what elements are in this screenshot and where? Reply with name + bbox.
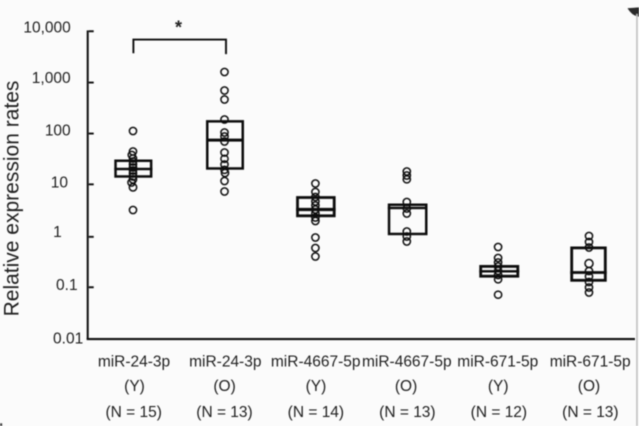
svg-text:(N = 12): (N = 12) [471,404,527,421]
svg-text:(Y): (Y) [306,378,327,395]
svg-text:1,000: 1,000 [32,70,71,87]
svg-text:(Y): (Y) [488,378,509,395]
svg-text:miR-671-5p: miR-671-5p [457,353,538,370]
svg-text:(N = 14): (N = 14) [288,404,344,421]
svg-text:miR-4667-5p: miR-4667-5p [271,353,361,370]
svg-text:(N = 13): (N = 13) [196,404,252,421]
svg-text:(Y): (Y) [124,378,145,395]
svg-text:1: 1 [53,224,62,241]
svg-text:(N = 13): (N = 13) [562,404,618,421]
svg-text:miR-24-3p: miR-24-3p [189,353,261,370]
svg-text:Relative expression rates: Relative expression rates [1,81,24,317]
svg-text:(O): (O) [213,378,235,395]
svg-text:0.1: 0.1 [56,277,78,294]
svg-text:10,000: 10,000 [23,19,71,36]
svg-text:(N = 13): (N = 13) [379,404,435,421]
svg-text:100: 100 [45,122,71,139]
svg-text:(O): (O) [395,378,417,395]
svg-text:miR-671-5p: miR-671-5p [550,353,631,370]
svg-text:0.01: 0.01 [53,330,83,347]
svg-text:miR-24-3p: miR-24-3p [98,353,170,370]
svg-text:(N = 15): (N = 15) [105,404,161,421]
svg-text:*: * [175,18,182,38]
svg-text:10: 10 [51,175,69,192]
svg-text:(O): (O) [578,378,600,395]
svg-text:miR-4667-5p: miR-4667-5p [362,353,452,370]
